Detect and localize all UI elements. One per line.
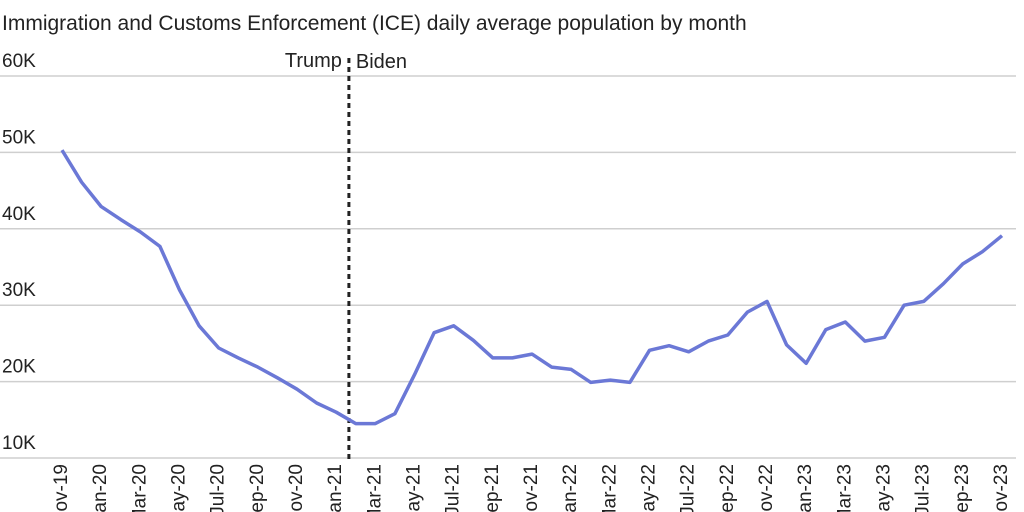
- y-tick-label: 60K: [2, 51, 36, 72]
- x-tick-label: May-20: [169, 464, 190, 512]
- x-tick-label: Sep-22: [717, 464, 738, 512]
- x-tick-label: Nov-22: [756, 464, 777, 512]
- x-tick-label: Mar-21: [364, 464, 385, 512]
- x-tick-label: Jan-20: [90, 464, 111, 512]
- x-tick-label: Nov-20: [286, 464, 307, 512]
- x-tick-label: Jan-21: [325, 464, 346, 512]
- x-tick-label: Sep-21: [482, 464, 503, 512]
- x-tick-label: Nov-19: [51, 464, 72, 512]
- y-tick-label: 30K: [2, 280, 36, 301]
- x-tick-label: Nov-21: [521, 464, 542, 512]
- x-tick-label: Nov-23: [991, 464, 1012, 512]
- y-tick-label: 20K: [2, 357, 36, 378]
- annotation: Trump: [285, 50, 342, 72]
- y-tick-label: 10K: [2, 433, 36, 454]
- x-tick-label: May-22: [639, 464, 660, 512]
- y-tick-label: 40K: [2, 204, 36, 225]
- x-tick-label: Mar-20: [129, 464, 150, 512]
- x-tick-label: Mar-22: [599, 464, 620, 512]
- x-tick-label: Jul-20: [208, 464, 229, 512]
- x-tick-label: Jul-23: [913, 464, 934, 512]
- x-tick-label: Jul-21: [443, 464, 464, 512]
- x-tick-label: Sep-23: [952, 464, 973, 512]
- chart-title: Immigration and Customs Enforcement (ICE…: [2, 12, 747, 35]
- annotation: Biden: [356, 51, 407, 73]
- x-tick-label: Jul-22: [678, 464, 699, 512]
- x-tick-label: Jan-23: [795, 464, 816, 512]
- y-tick-label: 50K: [2, 127, 36, 148]
- x-tick-label: May-23: [874, 464, 895, 512]
- x-tick-label: Sep-20: [247, 464, 268, 512]
- data-line: [60, 149, 1004, 426]
- x-tick-label: Jan-22: [560, 464, 581, 512]
- x-tick-label: Mar-23: [834, 464, 855, 512]
- x-tick-label: May-21: [404, 464, 425, 512]
